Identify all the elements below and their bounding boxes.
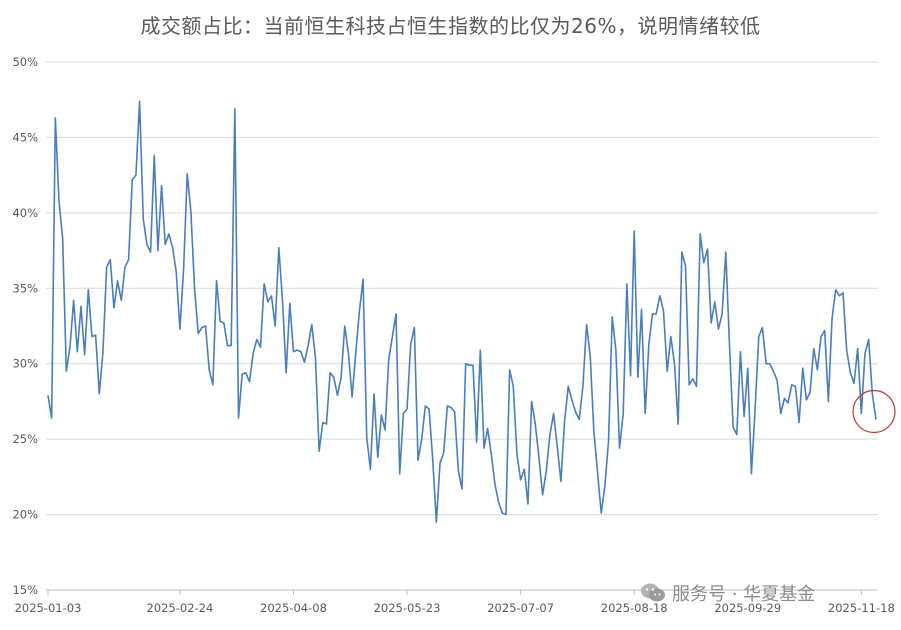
y-tick-label: 35% — [12, 281, 38, 295]
x-tick-label: 2025-09-29 — [714, 601, 781, 615]
series-layer — [47, 100, 877, 523]
highlight-layer — [852, 389, 896, 434]
x-tick-labels: 2025-01-03 2025-02-24 2025-04-08 2025-05-23… — [15, 601, 895, 615]
x-tick-label: 2025-05-23 — [374, 601, 441, 615]
y-tick-label: 50% — [12, 55, 38, 69]
x-tick-label: 2025-04-08 — [260, 601, 327, 615]
x-tick-label: 2025-11-18 — [828, 601, 895, 615]
y-tick-label: 40% — [12, 206, 38, 220]
y-tick-label: 15% — [12, 583, 38, 597]
x-tick-label: 2025-08-18 — [601, 601, 668, 615]
x-tick-label: 2025-01-03 — [15, 601, 82, 615]
y-tick-labels: 15% 20% 25% 30% 35% 40% 45% 50% — [12, 55, 38, 597]
gridlines — [46, 61, 878, 516]
last-point-highlight-circle — [852, 389, 896, 434]
series-line — [47, 100, 877, 523]
axes — [46, 589, 878, 595]
chart-title: 成交额占比：当前恒生科技占恒生指数的比仅为26%，说明情绪较低 — [140, 14, 761, 38]
watermark-text: 服务号 · 华夏基金 — [672, 584, 816, 605]
y-tick-label: 30% — [12, 357, 38, 371]
x-tick-label: 2025-02-24 — [146, 601, 213, 615]
y-tick-label: 25% — [12, 432, 38, 446]
wechat-icon — [641, 583, 665, 602]
x-tick-label: 2025-07-07 — [487, 601, 554, 615]
watermark: 服务号 · 华夏基金 — [640, 580, 815, 606]
y-tick-label: 45% — [12, 130, 38, 144]
y-tick-label: 20% — [12, 508, 38, 522]
